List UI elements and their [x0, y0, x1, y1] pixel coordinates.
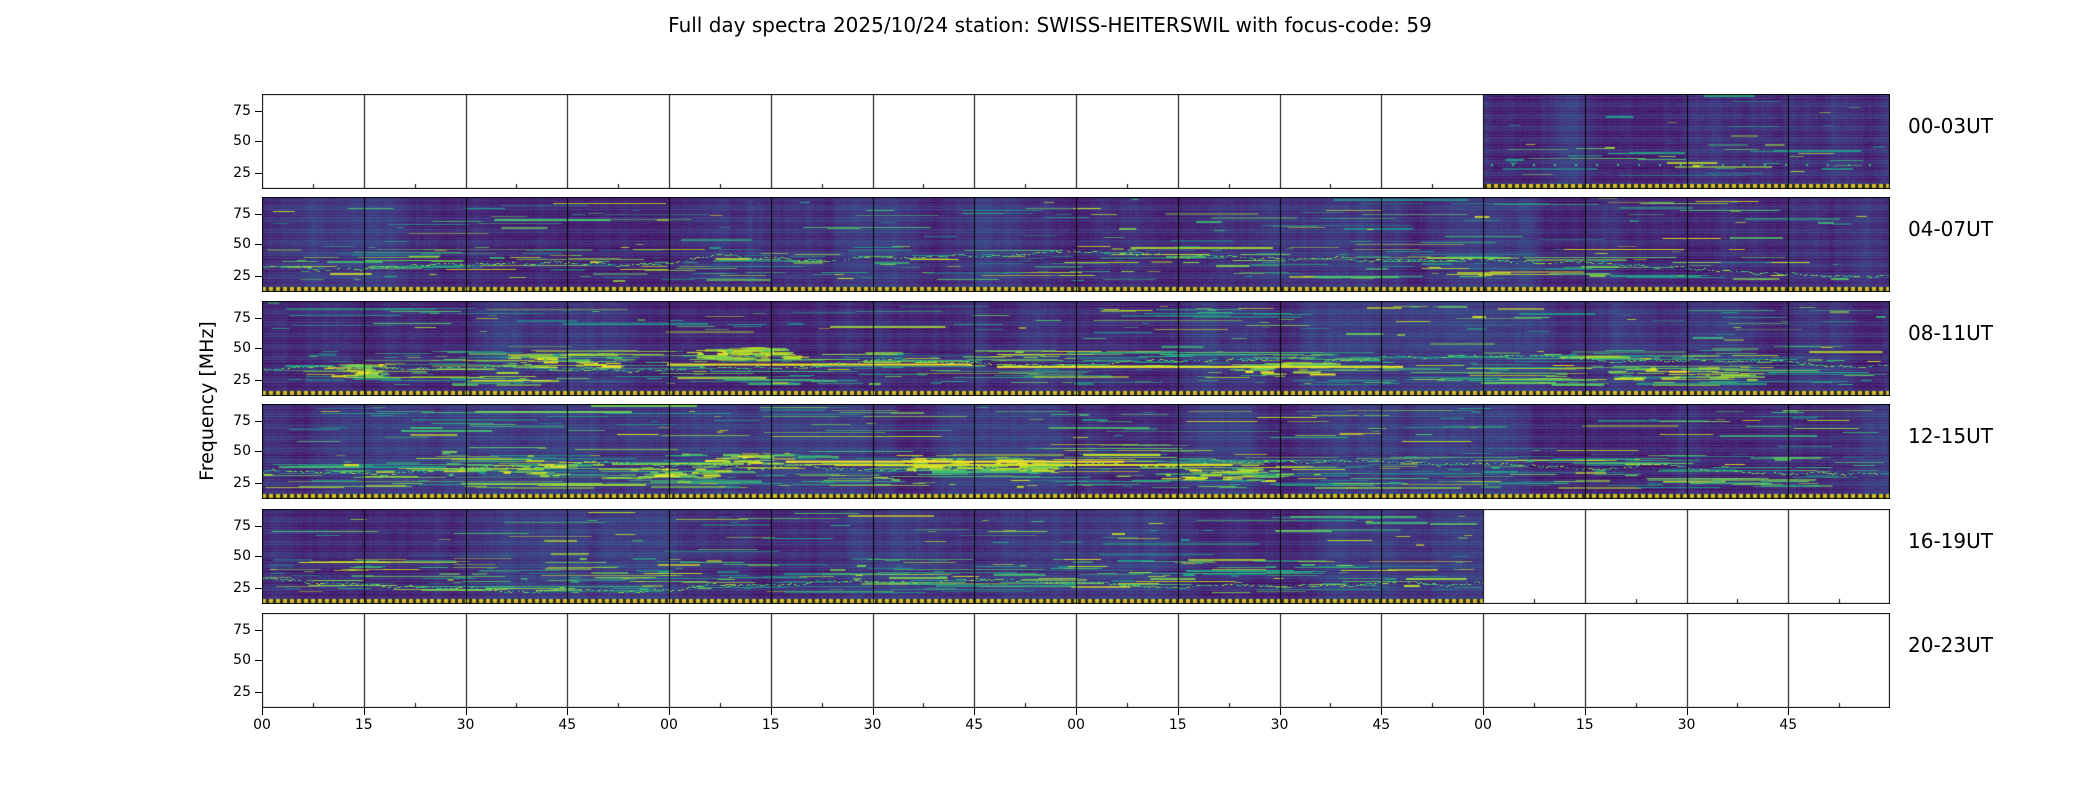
- x-tick-mark: [1686, 708, 1688, 715]
- x-tick-mark: [1381, 708, 1383, 715]
- y-tick-label: 25: [233, 579, 251, 596]
- y-tick-label: 75: [233, 518, 251, 535]
- spectrogram-panel-12-15UT: [262, 404, 1890, 499]
- x-tick-label: 00: [1067, 717, 1085, 733]
- x-tick-label: 45: [558, 717, 577, 733]
- x-tick-mark: [1788, 708, 1790, 715]
- x-tick-label: 45: [965, 717, 984, 733]
- y-tick-label: 75: [233, 413, 251, 430]
- x-tick-mark: [974, 708, 976, 715]
- x-tick-mark: [770, 708, 772, 715]
- x-tick-mark: [363, 708, 365, 715]
- x-tick-mark: [1279, 708, 1281, 715]
- y-tick-mark: [255, 347, 262, 349]
- y-tick-mark: [255, 555, 262, 557]
- y-tick-label: 50: [233, 651, 251, 668]
- row-time-label: 12-15UT: [1908, 424, 1993, 448]
- y-tick-label: 75: [233, 310, 251, 327]
- y-tick-label: 25: [233, 164, 251, 181]
- y-tick-mark: [255, 482, 262, 484]
- x-tick-label: 30: [1677, 717, 1696, 733]
- row-time-label: 04-07UT: [1908, 217, 1993, 241]
- spectrogram-panel-00-03UT: [262, 94, 1890, 189]
- y-tick-label: 50: [233, 235, 251, 252]
- y-tick-label: 25: [233, 474, 251, 491]
- x-tick-mark: [1076, 708, 1077, 715]
- y-tick-label: 75: [233, 622, 251, 639]
- x-tick-label: 15: [761, 717, 780, 733]
- y-tick-mark: [255, 379, 262, 381]
- x-tick-mark: [465, 708, 467, 715]
- y-tick-mark: [255, 140, 262, 142]
- y-tick-mark: [255, 526, 262, 528]
- row-time-label: 20-23UT: [1908, 633, 1993, 657]
- y-tick-label: 50: [233, 339, 251, 356]
- x-tick-label: 00: [1474, 717, 1492, 733]
- x-tick-label: 30: [1270, 717, 1289, 733]
- row-time-label: 16-19UT: [1908, 529, 1993, 553]
- x-tick-label: 00: [253, 717, 271, 733]
- x-tick-label: 45: [1372, 717, 1391, 733]
- x-tick-label: 15: [1168, 717, 1187, 733]
- y-tick-mark: [255, 172, 262, 174]
- spectrogram-panel-04-07UT: [262, 197, 1890, 292]
- spectrogram-panel-16-19UT: [262, 509, 1890, 604]
- x-tick-label: 30: [456, 717, 475, 733]
- y-tick-mark: [255, 587, 262, 589]
- row-time-label: 00-03UT: [1908, 114, 1993, 138]
- y-tick-mark: [255, 214, 262, 216]
- spectrogram-panel-08-11UT: [262, 301, 1890, 396]
- y-tick-mark: [255, 659, 262, 661]
- y-tick-mark: [255, 691, 262, 693]
- x-tick-mark: [1483, 708, 1484, 715]
- row-time-label: 08-11UT: [1908, 321, 1993, 345]
- x-tick-label: 15: [354, 717, 373, 733]
- y-tick-mark: [255, 243, 262, 245]
- y-tick-label: 25: [233, 371, 251, 388]
- y-tick-mark: [255, 421, 262, 423]
- y-tick-mark: [255, 450, 262, 452]
- x-tick-label: 30: [863, 717, 882, 733]
- y-tick-label: 25: [233, 267, 251, 284]
- y-tick-mark: [255, 111, 262, 113]
- y-tick-label: 25: [233, 683, 251, 700]
- y-tick-mark: [255, 275, 262, 277]
- x-tick-label: 45: [1779, 717, 1798, 733]
- x-tick-mark: [1584, 708, 1586, 715]
- y-tick-mark: [255, 318, 262, 320]
- x-tick-mark: [872, 708, 874, 715]
- x-tick-mark: [669, 708, 670, 715]
- y-tick-label: 50: [233, 132, 251, 149]
- y-tick-label: 50: [233, 547, 251, 564]
- y-tick-label: 75: [233, 103, 251, 120]
- x-tick-label: 00: [660, 717, 678, 733]
- y-tick-label: 75: [233, 206, 251, 223]
- x-tick-label: 15: [1575, 717, 1594, 733]
- x-tick-mark: [1177, 708, 1179, 715]
- x-tick-mark: [567, 708, 569, 715]
- y-tick-mark: [255, 630, 262, 632]
- x-tick-mark: [262, 708, 263, 715]
- chart-title: Full day spectra 2025/10/24 station: SWI…: [668, 13, 1432, 37]
- spectrogram-panel-20-23UT: [262, 613, 1890, 708]
- y-tick-label: 50: [233, 442, 251, 459]
